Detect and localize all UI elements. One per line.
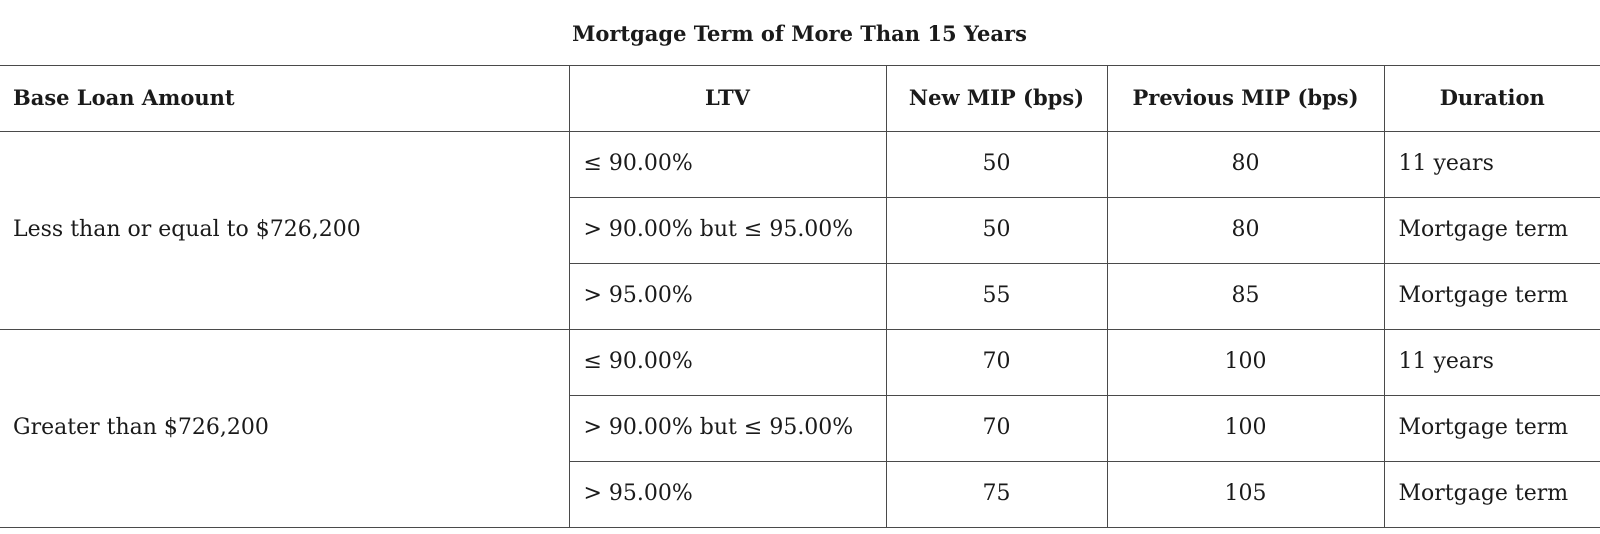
table-row: > 90.00% but ≤ 95.00% 50 80 Mortgage ter…: [0, 196, 1600, 264]
base-loan-amount-cell: Greater than $726,200: [0, 328, 570, 528]
duration-cell: Mortgage term: [1383, 394, 1600, 462]
previous-mip-cell: 80: [1106, 196, 1385, 264]
previous-mip-cell: 85: [1106, 262, 1385, 330]
duration-cell: 11 years: [1383, 130, 1600, 198]
ltv-cell: > 90.00% but ≤ 95.00%: [568, 394, 887, 462]
header-new-mip: New MIP (bps): [885, 64, 1108, 132]
new-mip-cell: 55: [885, 262, 1108, 330]
table-row: Greater than $726,200 ≤ 90.00% 70 100 11…: [0, 328, 1600, 528]
duration-cell: Mortgage term: [1383, 262, 1600, 330]
table-row: > 95.00% 55 85 Mortgage term: [0, 262, 1600, 330]
table-row: > 95.00% 75 105 Mortgage term: [0, 460, 1600, 528]
header-base-loan-amount: Base Loan Amount: [0, 64, 570, 132]
title-row: Mortgage Term of More Than 15 Years: [0, 0, 1600, 66]
duration-cell: Mortgage term: [1383, 460, 1600, 528]
header-ltv: LTV: [568, 64, 887, 132]
duration-cell: Mortgage term: [1383, 196, 1600, 264]
ltv-cell: > 90.00% but ≤ 95.00%: [568, 196, 887, 264]
ltv-cell: ≤ 90.00%: [568, 130, 887, 198]
new-mip-cell: 70: [885, 328, 1108, 396]
previous-mip-cell: 80: [1106, 130, 1385, 198]
table-row: Less than or equal to $726,200 ≤ 90.00% …: [0, 130, 1600, 330]
previous-mip-cell: 100: [1106, 394, 1385, 462]
new-mip-cell: 50: [885, 196, 1108, 264]
new-mip-cell: 75: [885, 460, 1108, 528]
previous-mip-cell: 105: [1106, 460, 1385, 528]
duration-cell: 11 years: [1383, 328, 1600, 396]
header-row: Base Loan Amount LTV New MIP (bps) Previ…: [0, 64, 1600, 132]
ltv-cell: ≤ 90.00%: [568, 328, 887, 396]
previous-mip-cell: 100: [1106, 328, 1385, 396]
new-mip-cell: 70: [885, 394, 1108, 462]
table-title: Mortgage Term of More Than 15 Years: [0, 0, 1600, 66]
header-previous-mip: Previous MIP (bps): [1106, 64, 1385, 132]
ltv-cell: > 95.00%: [568, 460, 887, 528]
new-mip-cell: 50: [885, 130, 1108, 198]
base-loan-amount-cell: Less than or equal to $726,200: [0, 130, 570, 330]
ltv-cell: > 95.00%: [568, 262, 887, 330]
header-duration: Duration: [1383, 64, 1600, 132]
table-row: > 90.00% but ≤ 95.00% 70 100 Mortgage te…: [0, 394, 1600, 462]
